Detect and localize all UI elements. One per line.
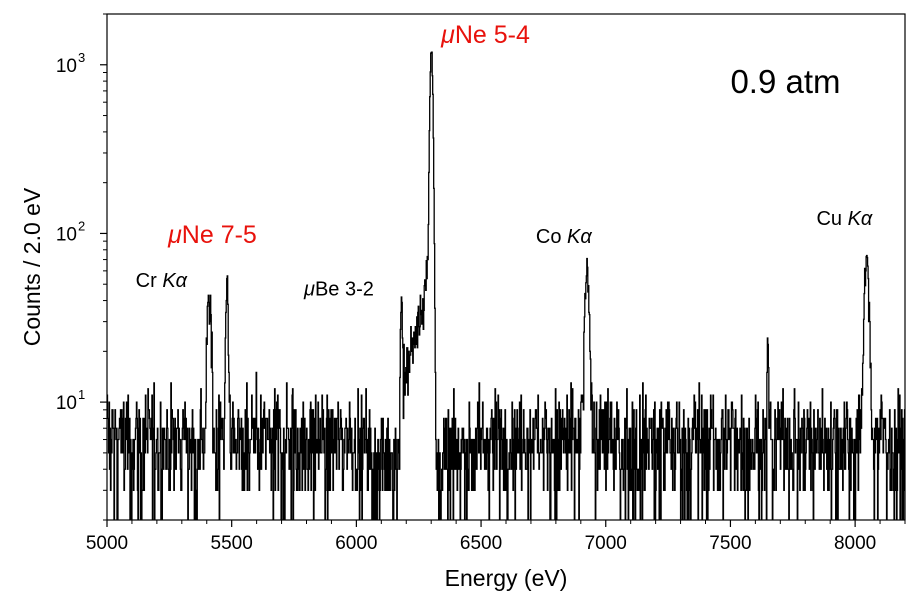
y-tick-exponent: 3 — [78, 50, 85, 65]
y-tick-exponent: 1 — [78, 387, 85, 402]
annotation-text: Be 3-2 — [315, 278, 374, 300]
annotation-crka: Cr Kα — [136, 270, 188, 292]
annotation-italic: Kα — [848, 208, 873, 230]
y-axis-title: Counts / 2.0 eV — [19, 187, 45, 346]
y-tick-exponent: 2 — [78, 218, 85, 233]
y-tick-label: 10 — [56, 224, 77, 245]
mu-symbol: μ — [303, 278, 315, 300]
annotation-mube32: μBe 3-2 — [303, 278, 374, 300]
annotation-text: 0.9 atm — [730, 63, 840, 100]
mu-symbol: μ — [167, 221, 182, 249]
plot-frame — [106, 13, 906, 521]
plot-area — [107, 51, 905, 520]
x-tick-label: 5000 — [86, 533, 128, 554]
annotation-text: Cu — [816, 208, 847, 230]
annotation-mune54: μNe 5-4 — [440, 21, 530, 49]
annotation-mune75: μNe 7-5 — [167, 221, 257, 249]
annotation-text: Ne 5-4 — [455, 21, 530, 49]
x-tick-label: 6000 — [335, 533, 377, 554]
x-axis-title: Energy (eV) — [445, 565, 568, 591]
axis-ticks — [100, 13, 906, 527]
y-tick-label: 10 — [56, 56, 77, 77]
mu-symbol: μ — [440, 21, 455, 49]
annotation-atm: 0.9 atm — [730, 63, 840, 100]
x-tick-label: 7500 — [709, 533, 751, 554]
x-tick-label: 5500 — [211, 533, 253, 554]
annotation-italic: Kα — [567, 226, 592, 248]
annotation-text: Ne 7-5 — [182, 221, 257, 249]
annotation-cuka: Cu Kα — [816, 208, 872, 230]
spectrum-series-line — [107, 51, 905, 520]
annotation-text: Cr — [136, 270, 163, 292]
y-tick-label: 10 — [56, 393, 77, 414]
annotation-text: Co — [536, 226, 567, 248]
annotation-italic: Kα — [162, 270, 187, 292]
x-tick-label: 7000 — [585, 533, 627, 554]
annotation-coka: Co Kα — [536, 226, 592, 248]
x-tick-label: 8000 — [834, 533, 876, 554]
x-tick-label: 6500 — [460, 533, 502, 554]
